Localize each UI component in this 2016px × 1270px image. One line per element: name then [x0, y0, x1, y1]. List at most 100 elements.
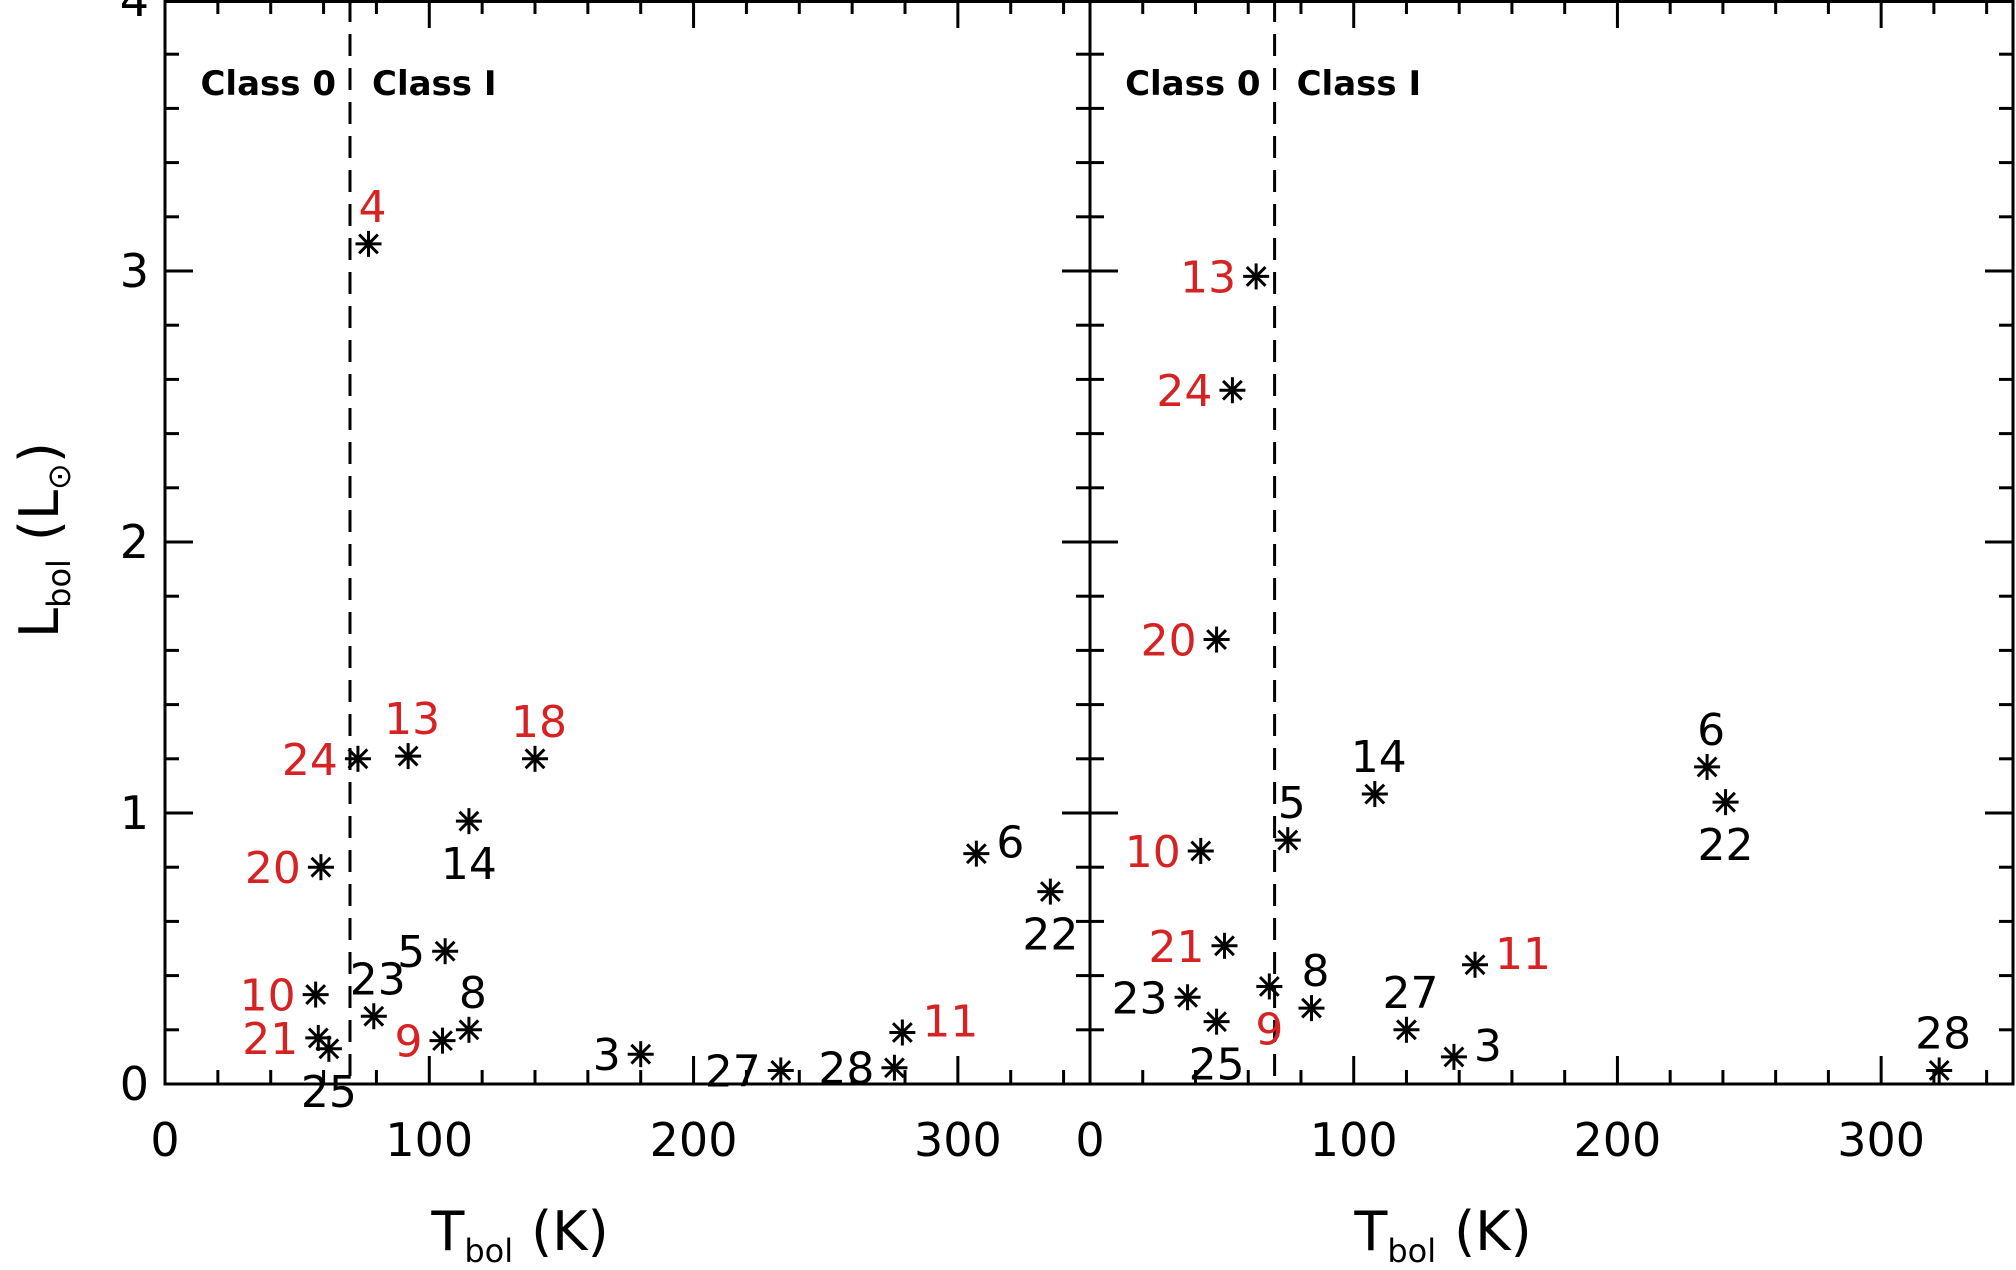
point-label-4: 4: [359, 182, 387, 233]
point-stroke: [891, 1022, 913, 1043]
point-label-8: 8: [1302, 946, 1330, 997]
point-stroke: [1696, 756, 1718, 778]
point-label-13: 13: [384, 694, 440, 745]
data-point-27: [1393, 1016, 1420, 1043]
point-label-27: 27: [1382, 968, 1438, 1019]
plot-frame: [163, 0, 1092, 1086]
point-stroke: [1464, 954, 1486, 976]
point-stroke: [884, 1057, 905, 1079]
data-point-11: [1462, 951, 1489, 978]
x-tick-label: 200: [1574, 1113, 1662, 1167]
point-stroke: [524, 748, 546, 770]
data-point-28: [881, 1054, 908, 1081]
right-panel: 0 100 200 300 Class 0 Class I 13 24 20 14 6 22 5 10 21…: [1075, 0, 2015, 1167]
point-label-3: 3: [1474, 1021, 1502, 1072]
data-point-3: [1440, 1043, 1467, 1070]
point-stroke: [458, 810, 480, 832]
point-label-13: 13: [1180, 252, 1236, 303]
y-tick-label: 0: [120, 1057, 149, 1111]
data-point-20: [307, 854, 334, 881]
point-stroke: [1039, 881, 1061, 903]
data-point-21: [1211, 932, 1238, 959]
x-tick-label: 200: [650, 1113, 738, 1167]
point-stroke: [458, 1019, 480, 1041]
point-stroke: [630, 1043, 652, 1065]
x-axis-title-left: Tbol (K): [430, 1200, 608, 1270]
class-1-label: Class I: [1297, 64, 1422, 104]
point-label-23: 23: [1112, 973, 1168, 1024]
point-label-23: 23: [350, 954, 406, 1005]
point-label-11: 11: [922, 997, 978, 1048]
point-stroke: [1190, 840, 1212, 862]
y-tick-label: 2: [120, 515, 149, 569]
y-tick-label: 4: [120, 0, 149, 27]
point-stroke: [1364, 783, 1386, 805]
point-stroke: [1443, 1046, 1465, 1068]
point-stroke: [358, 233, 379, 255]
y-axis-title-text: Lbol(L⊙): [8, 442, 78, 638]
point-stroke: [1928, 1060, 1950, 1081]
point-label-22: 22: [1022, 910, 1078, 961]
point-stroke: [1277, 829, 1299, 851]
class-0-label: Class 0: [200, 64, 336, 104]
data-point-8: [455, 1016, 482, 1043]
point-stroke: [1206, 629, 1228, 650]
data-point-10: [1187, 837, 1214, 864]
point-label-25: 25: [301, 1067, 357, 1118]
point-stroke: [1214, 935, 1235, 957]
point-stroke: [310, 856, 332, 878]
data-point-5: [1274, 827, 1301, 854]
point-stroke: [1177, 986, 1198, 1008]
y-tick-label: 3: [120, 244, 149, 298]
data-point-13: [395, 743, 422, 770]
data-point-10: [302, 981, 329, 1008]
point-stroke: [347, 748, 369, 770]
data-point-28: [1926, 1057, 1953, 1084]
point-label-8: 8: [459, 968, 487, 1019]
point-stroke: [1258, 976, 1280, 997]
point-stroke: [1221, 379, 1243, 401]
x-tick-label: 0: [1075, 1113, 1104, 1167]
point-label-3: 3: [593, 1030, 621, 1081]
point-stroke: [1245, 265, 1267, 287]
point-label-14: 14: [1351, 732, 1407, 783]
data-point-9: [429, 1027, 456, 1054]
point-label-11: 11: [1495, 929, 1551, 980]
point-label-21: 21: [242, 1014, 298, 1065]
y-tick-label: 1: [120, 786, 149, 840]
data-point-11: [889, 1019, 916, 1046]
data-point-5: [432, 938, 459, 965]
point-stroke: [434, 940, 456, 962]
point-stroke: [318, 1038, 340, 1060]
class-1-label: Class I: [372, 64, 497, 104]
point-label-5: 5: [1278, 778, 1306, 829]
point-label-28: 28: [1915, 1008, 1971, 1059]
point-label-20: 20: [1141, 616, 1197, 667]
point-label-6: 6: [996, 818, 1024, 869]
data-point-9: [1256, 973, 1283, 1000]
point-stroke: [305, 984, 327, 1005]
point-label-5: 5: [397, 927, 425, 978]
data-point-4: [355, 230, 382, 257]
point-label-9: 9: [1255, 1004, 1283, 1055]
point-stroke: [965, 843, 987, 865]
data-point-24: [344, 745, 371, 772]
data-point-8: [1298, 995, 1325, 1022]
point-label-20: 20: [245, 843, 301, 894]
x-axis-title-right-text: Tbol (K): [1353, 1200, 1531, 1270]
point-stroke: [1301, 997, 1322, 1019]
point-stroke: [1206, 1011, 1228, 1033]
point-label-24: 24: [282, 735, 338, 786]
data-point-14: [1361, 781, 1388, 808]
data-point-18: [522, 745, 548, 772]
data-point-23: [360, 1003, 387, 1030]
data-point-23: [1174, 984, 1201, 1011]
data-point-3: [627, 1041, 654, 1068]
data-point-6: [1694, 753, 1721, 780]
data-point-6: [963, 840, 990, 867]
data-point-20: [1203, 626, 1230, 653]
point-stroke: [397, 745, 419, 767]
x-tick-label: 100: [385, 1113, 473, 1167]
data-point-25: [1203, 1008, 1230, 1035]
